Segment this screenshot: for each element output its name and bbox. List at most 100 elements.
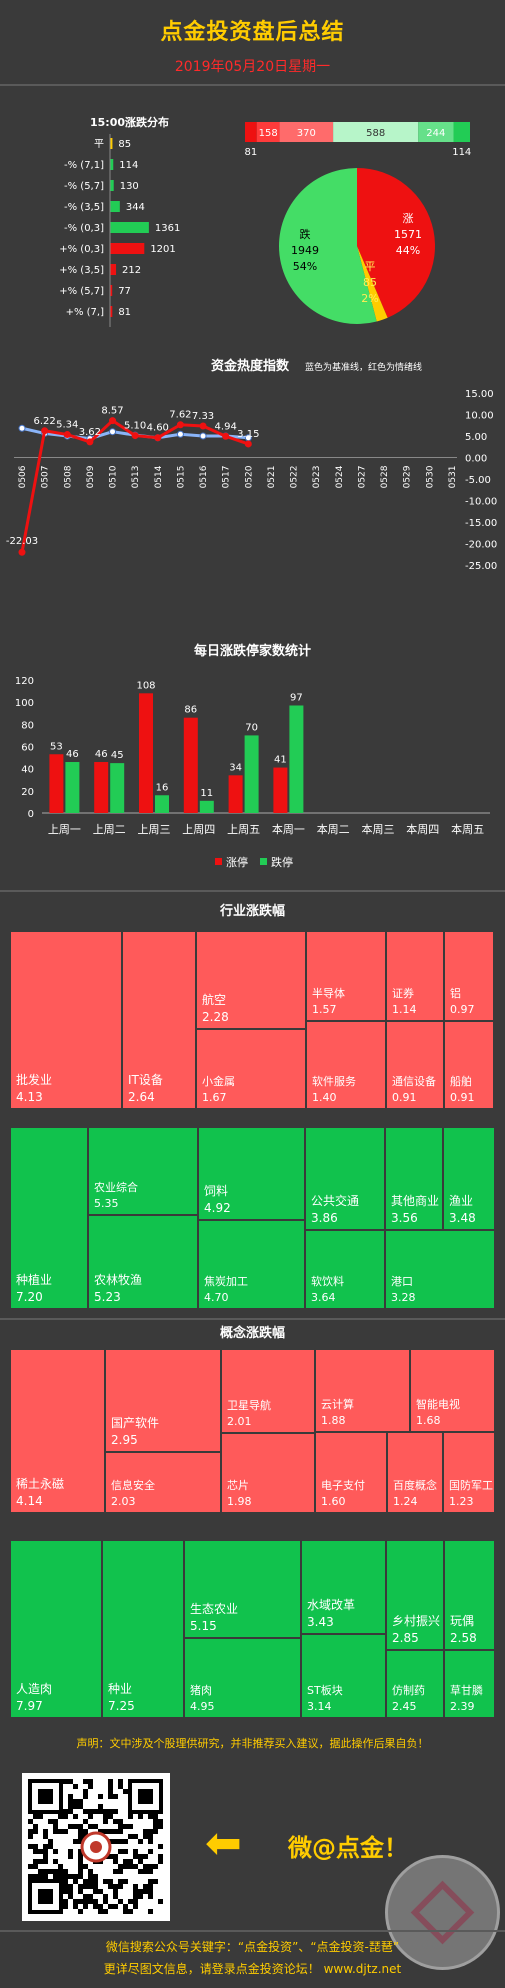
qr-module [93,1874,98,1879]
pie-pct: 44% [396,244,420,257]
pie-pct: 54% [293,260,317,273]
treemap-tile[interactable]: 稀土永磁 4.14 [10,1349,105,1513]
report-date: 2019年05月20日星期一 [174,59,331,75]
treemap-tile[interactable]: 农林牧渔 5.23 [88,1215,198,1309]
treemap-tile[interactable]: 卫星导航 2.01 [221,1349,315,1433]
treemap-tile[interactable]: 焦炭加工 4.70 [198,1220,305,1309]
treemap-tile-value: 1.24 [393,1495,418,1508]
treemap-tile[interactable]: 航空 2.28 [196,931,306,1029]
stackbar-end-label: 81 [244,147,257,158]
treemap-tile[interactable]: 生态农业 5.15 [184,1540,301,1638]
qr-module [128,1859,133,1864]
treemap-tile[interactable]: 水域改革 3.43 [301,1540,386,1634]
treemap-tile[interactable]: 仿制药 2.45 [386,1650,444,1718]
qr-module [83,1894,88,1899]
qr-module [83,1899,88,1904]
qr-module [133,1894,138,1899]
treemap-tile-value: 1.88 [321,1414,346,1427]
treemap-tile[interactable]: 云计算 1.88 [315,1349,410,1432]
treemap-tile-value: 7.25 [108,1699,135,1713]
qr-module [98,1909,103,1914]
treemap-tile-value: 5.35 [94,1197,119,1210]
treemap-tile-name: 港口 [391,1275,413,1288]
qr-module [128,1834,133,1839]
distribution-label: 平 [94,139,104,150]
qr-module [38,1859,43,1864]
pie-value: 85 [363,276,377,289]
daily-up-label: 108 [136,680,155,691]
treemap-tile[interactable]: 批发业 4.13 [10,931,122,1109]
treemap-tile[interactable]: 半导体 1.57 [306,931,386,1021]
distribution-label: +% (7,] [66,307,105,318]
treemap-tile-value: 2.45 [392,1700,417,1713]
treemap-tile[interactable]: ST板块 3.14 [301,1634,386,1718]
qr-module [88,1814,93,1819]
daily-category: 本周五 [451,822,484,836]
qr-module [93,1904,98,1909]
treemap-tile[interactable]: 玩偶 2.58 [444,1540,495,1650]
qr-module [33,1859,38,1864]
heat-data-label: 4.94 [215,421,237,432]
qr-module [128,1864,133,1869]
qr-logo [90,1841,102,1853]
legend-up-label: 涨停 [226,855,248,869]
treemap-tile[interactable]: 国防军工 1.23 [443,1432,495,1513]
footer-forum[interactable]: 更详尽图文信息，请登录点金投资论坛！ www.djtz.net [103,1962,402,1976]
qr-module [133,1899,138,1904]
qr-module [113,1894,118,1899]
treemap-tile-name: 渔业 [449,1194,474,1208]
qr-module [68,1884,73,1889]
distribution-title: 15:00涨跌分布 [90,115,169,129]
daily-up-label: 46 [95,749,108,760]
heat-ytick: -5.00 [465,475,491,486]
treemap-tile[interactable]: 饲料 4.92 [198,1127,305,1220]
qr-module [63,1869,68,1874]
qr-module [78,1889,83,1894]
treemap-tile[interactable]: 小金属 1.67 [196,1029,306,1109]
treemap-tile-name: 种业 [108,1682,133,1696]
treemap-tile[interactable]: 通信设备 0.91 [386,1021,444,1109]
qr-module [38,1869,43,1874]
treemap-tile[interactable]: 港口 3.28 [385,1230,495,1309]
heat-xtick: 0529 [403,465,413,488]
daily-up-bar [139,693,153,813]
treemap-tile[interactable]: 软件服务 1.40 [306,1021,386,1109]
treemap-tile[interactable]: 电子支付 1.60 [315,1432,387,1513]
treemap-tile[interactable]: 智能电视 1.68 [410,1349,495,1432]
treemap-tile-value: 1.67 [202,1091,227,1104]
qr-code[interactable] [22,1773,170,1921]
treemap-tile[interactable]: 信息安全 2.03 [105,1452,221,1513]
qr-module [68,1799,73,1804]
treemap-tile[interactable]: 草甘膦 2.39 [444,1650,495,1718]
qr-module [153,1879,158,1884]
qr-module [93,1889,98,1894]
distribution-label: -% (7,1] [64,160,104,171]
treemap-tile[interactable]: 农业综合 5.35 [88,1127,198,1215]
daily-ytick: 120 [15,676,34,687]
qr-module [98,1794,103,1799]
distribution-bar [110,201,120,212]
treemap-tile[interactable]: 船舶 0.91 [444,1021,494,1109]
qr-module [93,1809,98,1814]
treemap-tile[interactable]: 乡村振兴 2.85 [386,1540,444,1650]
treemap-tile[interactable]: 种业 7.25 [102,1540,184,1718]
treemap-tile[interactable]: 其他商业 3.56 [385,1127,443,1230]
treemap-tile[interactable]: 人造肉 7.97 [10,1540,102,1718]
treemap-tile[interactable]: 软饮料 3.64 [305,1230,385,1309]
treemap-tile[interactable]: 国产软件 2.95 [105,1349,221,1452]
weibo-handle[interactable]: 微@点金！ [288,1834,408,1862]
treemap-tile[interactable]: 猪肉 4.95 [184,1638,301,1718]
treemap-tile[interactable]: 渔业 3.48 [443,1127,495,1230]
treemap-tile[interactable]: 百度概念 1.24 [387,1432,443,1513]
treemap-tile-name: 焦炭加工 [204,1275,248,1288]
treemap-tile[interactable]: 证券 1.14 [386,931,444,1021]
treemap-tile[interactable]: 种植业 7.20 [10,1127,88,1309]
treemap-tile-value: 3.28 [391,1291,416,1304]
distribution-value: 85 [118,139,131,150]
treemap-tile[interactable]: 铝 0.97 [444,931,494,1021]
treemap-tile[interactable]: IT设备 2.64 [122,931,196,1109]
treemap-tile[interactable]: 芯片 1.98 [221,1433,315,1513]
daily-up-label: 86 [184,705,197,716]
treemap-tile[interactable]: 公共交通 3.86 [305,1127,385,1230]
heat-sentiment-point [86,438,94,446]
